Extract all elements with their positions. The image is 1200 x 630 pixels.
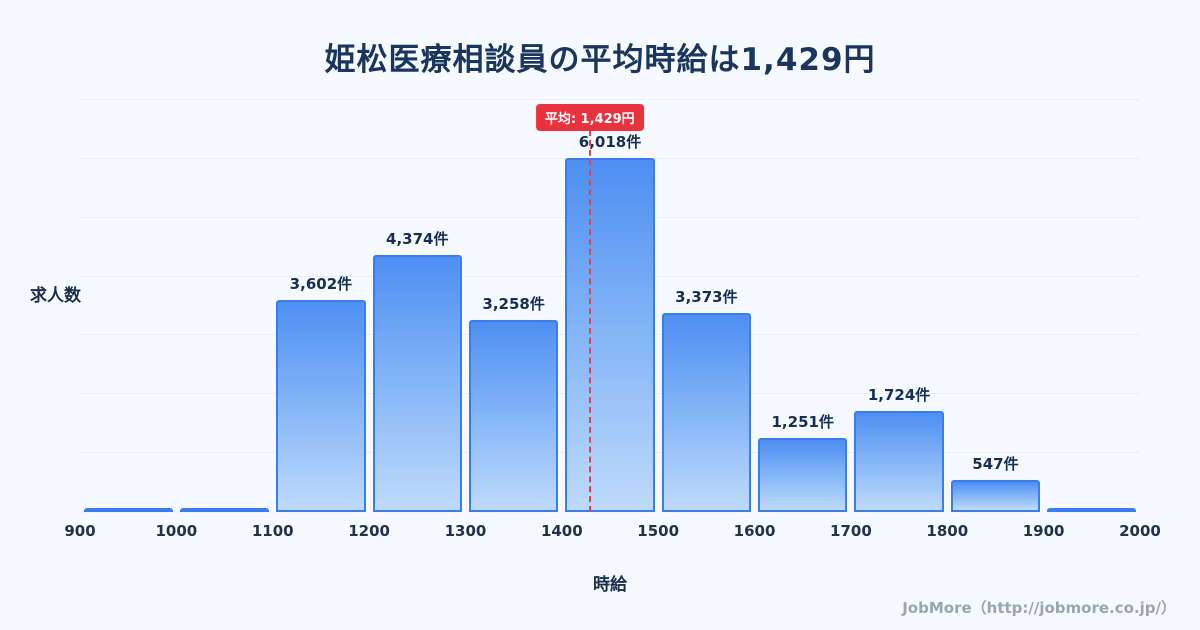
bar-value-label: 3,602件 — [289, 275, 353, 293]
x-tick-label: 2000 — [1119, 522, 1161, 540]
bar-value-label: 3,258件 — [482, 295, 545, 314]
bar-value-label: 6,018件 — [578, 132, 642, 151]
x-tick-label: 1300 — [444, 522, 487, 540]
x-tick-label: 1500 — [637, 522, 680, 540]
gridline — [80, 99, 1140, 100]
average-badge: 平均: 1,429円 — [535, 104, 644, 131]
x-tick-label: 1900 — [1022, 522, 1065, 540]
histogram-bar — [179, 508, 270, 512]
x-tick-label: 1200 — [348, 522, 390, 540]
footer-credit: JobMore（http://jobmore.co.jp/） — [902, 599, 1176, 617]
x-axis-ticks: 900 1000 1100 1200 1300 1400 1500 1600 1700 1800 1… — [64, 522, 1161, 542]
histogram-bar — [854, 410, 944, 512]
histogram-bar — [83, 508, 173, 512]
histogram-bar — [950, 479, 1041, 512]
bar-value-label: 1,251件 — [771, 413, 834, 432]
x-tick-label: 900 — [64, 522, 96, 540]
bar-value-label: 4,374件 — [386, 229, 449, 248]
histogram-bar — [565, 157, 655, 512]
histogram-bar — [758, 438, 848, 512]
chart-title: 姫松医療相談員の平均時給は1,429円 — [324, 42, 876, 78]
histogram-bar — [276, 300, 366, 512]
average-line — [588, 130, 591, 512]
bar-value-label: 547件 — [972, 454, 1019, 473]
histogram-bar — [661, 313, 752, 512]
histogram-bar — [372, 254, 462, 512]
x-tick-label: 1600 — [733, 522, 776, 540]
x-tick-label: 1100 — [251, 522, 294, 540]
x-tick-label: 1700 — [830, 522, 872, 540]
bar-value-label: 1,724件 — [867, 385, 931, 404]
x-tick-label: 1000 — [155, 522, 198, 540]
plot-area: 3,602件 4,374件 3,258件 6,018件 3,373件 1,251件 1,72… — [80, 99, 1140, 512]
histogram-bar — [468, 320, 559, 512]
x-tick-label: 1800 — [926, 522, 969, 540]
x-tick-label: 1400 — [540, 522, 583, 540]
y-axis-label: 求人数 — [30, 286, 81, 306]
bar-value-label: 3,373件 — [675, 288, 738, 307]
x-axis-label: 時給 — [593, 575, 627, 595]
histogram-bar — [1047, 508, 1137, 512]
